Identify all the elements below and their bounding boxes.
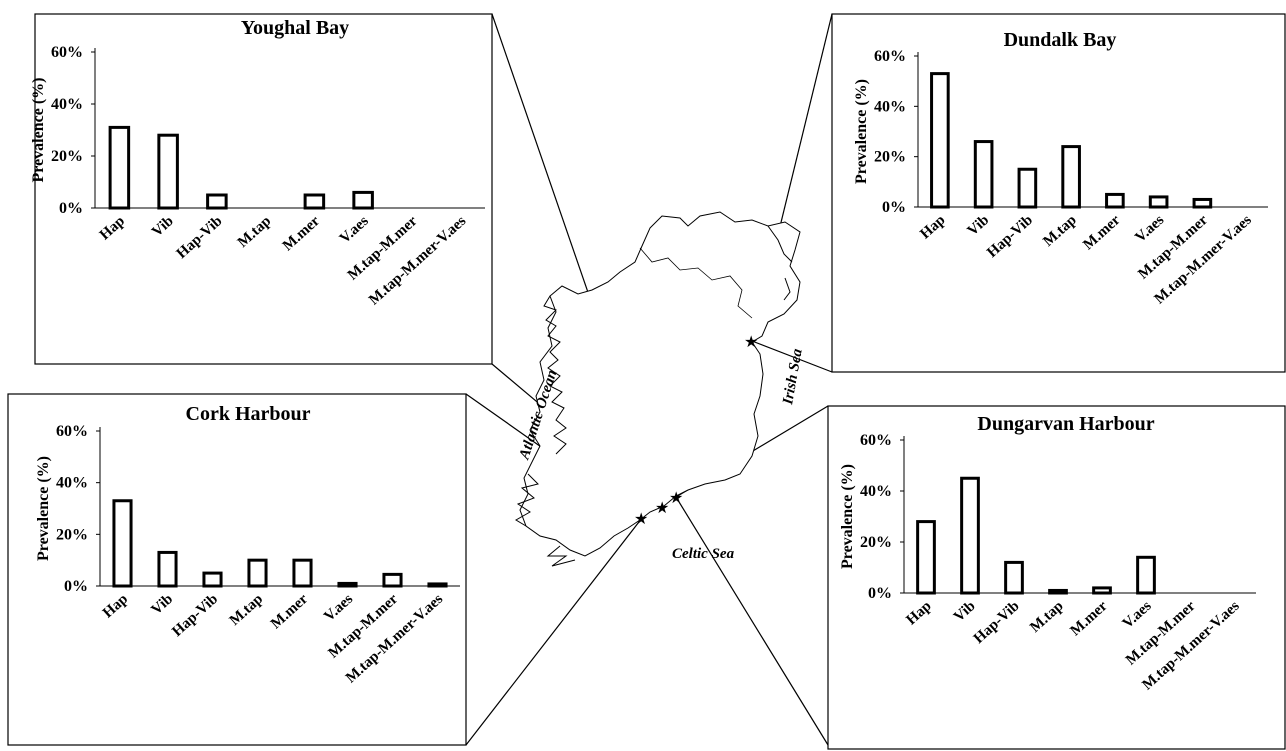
bar: [303, 193, 326, 210]
chart-title: Dungarvan Harbour: [977, 413, 1154, 435]
bar: [1136, 555, 1156, 595]
y-tick-label: 20%: [56, 526, 88, 543]
bar: [427, 582, 448, 588]
ireland-northeast-coast-detail: [767, 225, 793, 301]
y-tick-label: 60%: [51, 44, 83, 61]
y-tick-label: 0%: [868, 585, 892, 602]
chart-title: Cork Harbour: [186, 403, 311, 425]
chart-title: Youghal Bay: [241, 17, 349, 39]
y-tick-label: 60%: [874, 48, 906, 65]
y-axis-label: Prevalence (%): [853, 79, 870, 184]
bar: [382, 572, 403, 588]
panel-frame: [34, 13, 493, 365]
bar: [1092, 586, 1112, 595]
site-star-dungarvan: ★: [669, 490, 683, 507]
label-irish-sea: Irish Sea: [780, 347, 806, 407]
y-tick-label: 20%: [874, 149, 906, 166]
site-star-youghal: ★: [655, 500, 669, 517]
label-celtic-sea: Celtic Sea: [672, 546, 735, 562]
bar: [1017, 167, 1038, 209]
y-tick-label: 40%: [860, 483, 892, 500]
panel-frame: [7, 393, 467, 746]
panel-frame: [831, 13, 1286, 373]
bar: [1061, 145, 1081, 209]
bar: [247, 558, 268, 588]
y-axis-label: Prevalence (%): [839, 464, 856, 569]
ireland-inner-border: [639, 247, 753, 319]
bar: [352, 190, 374, 210]
bar: [1048, 588, 1068, 595]
connector-dungarvan-bottom: [675, 496, 829, 746]
y-axis-label: Prevalence (%): [35, 456, 52, 561]
bar: [337, 581, 358, 588]
y-tick-label: 0%: [59, 200, 83, 217]
connector-cork-bottom: [465, 517, 643, 746]
chart-title: Dundalk Bay: [1004, 29, 1117, 51]
bar: [157, 550, 178, 588]
panel-frame: [827, 405, 1286, 750]
bar: [292, 558, 313, 588]
y-tick-label: 40%: [874, 98, 906, 115]
y-tick-label: 20%: [51, 148, 83, 165]
site-star-dundalk: ★: [744, 334, 758, 351]
site-markers: ★ ★ ★ ★: [634, 334, 758, 528]
bar: [112, 499, 133, 588]
bar: [973, 140, 994, 209]
y-tick-label: 0%: [882, 199, 906, 216]
ireland-west-coast-detail: [543, 295, 567, 455]
bar: [930, 72, 950, 209]
bar: [157, 133, 179, 210]
y-tick-label: 40%: [51, 96, 83, 113]
bar: [916, 520, 936, 595]
bar: [1004, 560, 1024, 595]
y-tick-label: 40%: [56, 475, 88, 492]
bar: [1192, 197, 1213, 209]
bar: [202, 571, 223, 588]
bar: [960, 476, 980, 595]
y-axis-label: Prevalence (%): [30, 78, 47, 183]
ireland-map: [515, 211, 801, 567]
bar: [206, 193, 228, 210]
connector-dundalk-bottom: [751, 340, 833, 373]
y-tick-label: 20%: [860, 534, 892, 551]
y-tick-label: 0%: [64, 578, 88, 595]
bar: [1148, 195, 1169, 209]
y-tick-label: 60%: [860, 432, 892, 449]
panel-dungarvan-harbour: Dungarvan Harbour 0% 20% 40% 60%Prevalence (…: [827, 405, 1286, 750]
bar: [1105, 192, 1125, 209]
ireland-southwest-peninsulas: [515, 473, 576, 567]
site-star-cork: ★: [634, 511, 648, 528]
bar: [108, 125, 131, 210]
y-tick-label: 60%: [56, 423, 88, 440]
